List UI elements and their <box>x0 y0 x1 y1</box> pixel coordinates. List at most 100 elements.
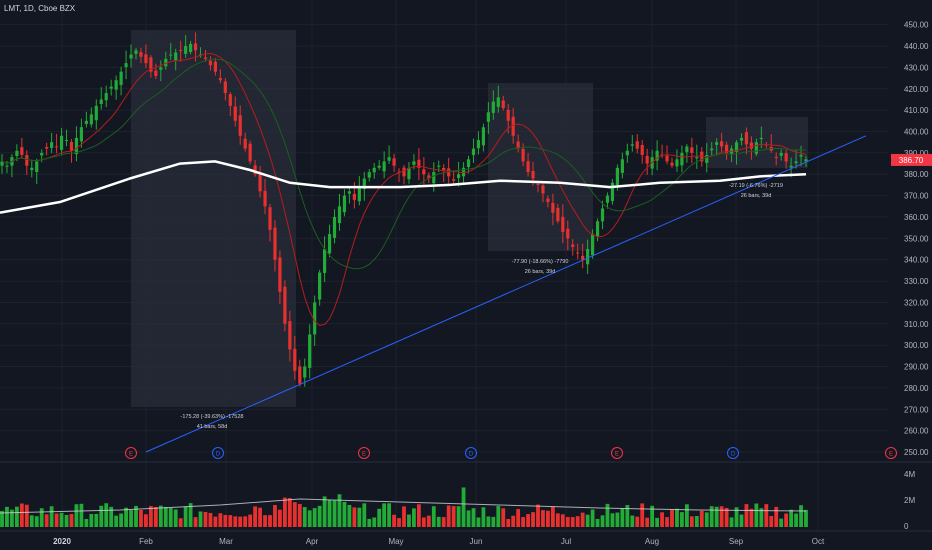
candle-body <box>263 190 267 207</box>
volume-bar <box>714 506 719 527</box>
candle-body <box>372 167 376 173</box>
candle-body <box>442 167 446 170</box>
y-tick-label: 350.00 <box>904 234 929 243</box>
volume-bar <box>416 504 421 527</box>
volume-bar <box>307 510 312 527</box>
volume-bar <box>44 514 49 527</box>
range-annotation-bars: 26 bars, 39d <box>525 269 556 275</box>
volume-bar <box>799 505 803 527</box>
candle-body <box>695 157 699 159</box>
x-tick-label: Sep <box>729 537 744 546</box>
candle-body <box>526 161 530 173</box>
y-tick-label: 430.00 <box>904 63 929 72</box>
volume-bar <box>367 518 372 527</box>
volume-bar <box>372 517 377 527</box>
volume-bar <box>104 503 109 527</box>
candle-body <box>283 286 287 324</box>
volume-bar <box>774 506 779 527</box>
volume-bar <box>218 513 223 527</box>
volume-bar <box>188 503 193 527</box>
volume-bar <box>248 514 253 527</box>
volume-bar <box>630 515 635 527</box>
volume-bar <box>49 506 54 527</box>
event-marker-icon <box>125 447 137 459</box>
volume-bar <box>258 507 262 527</box>
volume-bar <box>709 506 714 527</box>
candle-body <box>114 80 118 90</box>
volume-bar <box>635 516 640 527</box>
y-tick-label: 270.00 <box>904 405 929 414</box>
candle-body <box>119 71 123 85</box>
candle-body <box>40 152 44 156</box>
candle-body <box>54 146 59 148</box>
volume-bar <box>734 507 739 527</box>
candle-body <box>491 101 495 113</box>
candle-body <box>685 146 689 153</box>
volume-bar <box>481 507 486 527</box>
event-marker-label: D <box>216 452 221 458</box>
volume-bar <box>426 515 431 527</box>
candle-body <box>218 78 222 81</box>
candle-body <box>541 185 545 194</box>
x-tick-label: Mar <box>219 537 233 546</box>
candle-body <box>630 144 634 146</box>
volume-bar <box>24 504 29 527</box>
candle-body <box>109 86 113 89</box>
range-annotation-bars: 41 bars, 58d <box>197 424 228 430</box>
candle-body <box>640 144 644 156</box>
volume-bar <box>675 508 679 527</box>
candle-body <box>347 191 352 194</box>
x-tick-label: Aug <box>645 537 659 546</box>
volume-bar <box>337 494 342 527</box>
candle-body <box>159 67 163 70</box>
event-marker-label: D <box>731 452 736 458</box>
candle-body <box>595 221 600 237</box>
volume-bar <box>794 513 798 527</box>
candle-body <box>675 159 679 167</box>
volume-bar <box>555 513 560 527</box>
candle-body <box>511 116 515 136</box>
volume-bar <box>198 511 203 527</box>
volume-bar <box>139 510 143 527</box>
candle-body <box>79 127 84 142</box>
volume-bar <box>208 512 213 527</box>
volume-bar <box>684 504 689 527</box>
candle-body <box>253 165 257 175</box>
volume-bar <box>461 487 466 527</box>
candle-body <box>427 175 431 179</box>
volume-bar <box>173 509 178 527</box>
volume-bar <box>134 505 138 527</box>
volume-bar <box>615 512 620 527</box>
candle-body <box>213 61 218 72</box>
x-tick-label: May <box>388 537 403 546</box>
candle-body <box>754 142 758 154</box>
volume-bar <box>357 507 362 527</box>
x-tick-label: Oct <box>812 537 825 546</box>
candle-body <box>645 155 649 164</box>
candle-body <box>193 43 198 51</box>
candle-body <box>720 141 724 147</box>
candle-body <box>600 208 605 222</box>
candle-body <box>89 114 93 125</box>
volume-bar <box>54 513 59 527</box>
volume-bar <box>595 518 600 527</box>
volume-bar <box>278 509 282 527</box>
candle-body <box>45 147 49 149</box>
volume-tick-label: 0 <box>904 522 909 531</box>
volume-bar <box>233 516 238 527</box>
volume-bar <box>759 508 764 527</box>
volume-bar <box>590 509 595 527</box>
volume-bar <box>739 514 744 527</box>
candle-body <box>481 127 486 146</box>
volume-bar <box>64 515 69 527</box>
volume-bar <box>193 517 198 527</box>
volume-bar <box>476 517 481 527</box>
candle-body <box>149 57 153 72</box>
candle-body <box>461 167 466 177</box>
candle-body <box>174 52 178 61</box>
volume-bar <box>148 506 153 527</box>
volume-bar <box>655 517 660 527</box>
candle-body <box>129 54 133 59</box>
candle-body <box>387 157 391 161</box>
